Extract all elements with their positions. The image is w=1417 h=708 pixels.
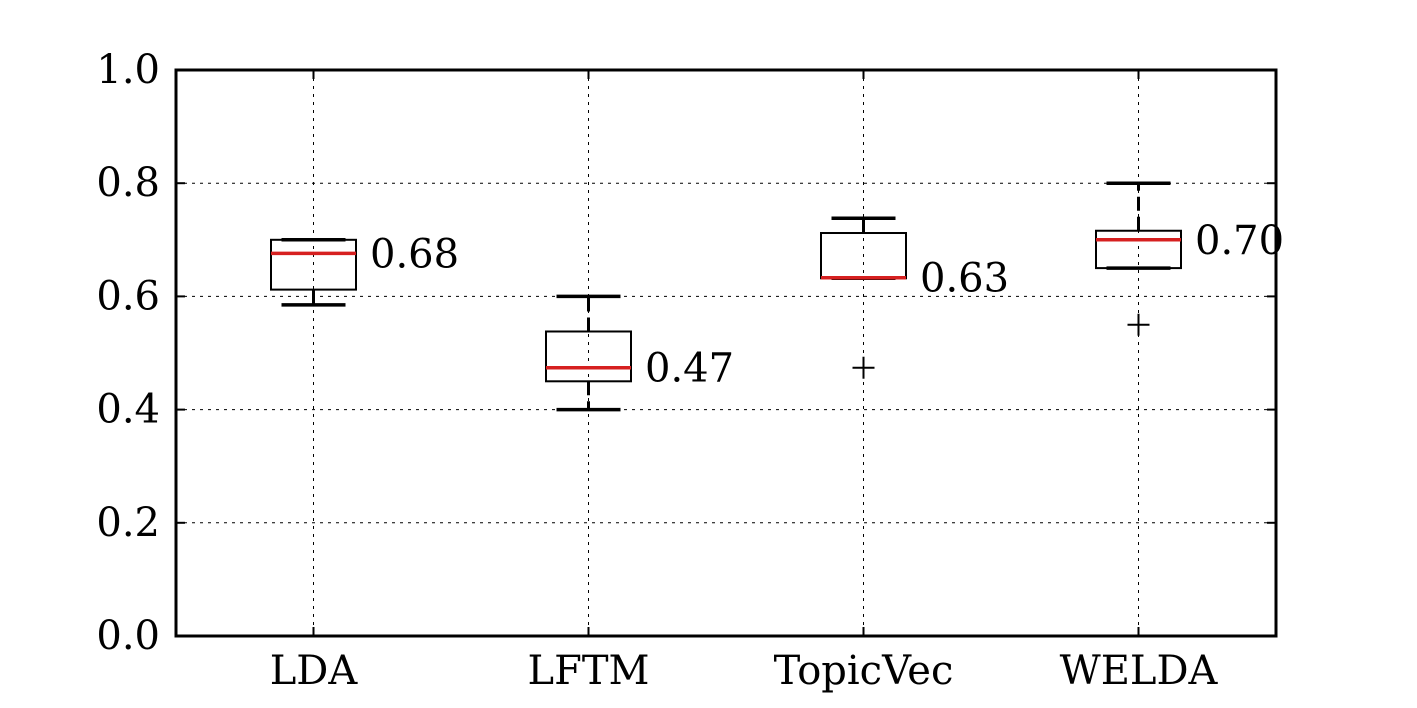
- box-body: [545, 330, 632, 383]
- outlier-marker: [852, 356, 875, 379]
- median-label: 0.70: [1195, 218, 1284, 264]
- box-welda: 0.70: [1095, 181, 1284, 336]
- y-tick-label: 0.8: [96, 160, 160, 206]
- y-tick-label: 1.0: [96, 47, 160, 93]
- x-tick-label: WELDA: [1060, 648, 1219, 694]
- box-lda: 0.68: [270, 231, 459, 307]
- box-body: [270, 238, 357, 291]
- x-tick-label: TopicVec: [774, 648, 954, 694]
- box-lftm: 0.47: [545, 294, 734, 412]
- median-label: 0.63: [920, 256, 1009, 302]
- y-tick-label: 0.6: [96, 273, 160, 319]
- x-tick-label: LDA: [270, 648, 359, 694]
- median-label: 0.47: [645, 346, 734, 392]
- median-label: 0.68: [370, 231, 459, 277]
- axis-ticks: 0.0 0.2 0.4 0.6 0.8 1.0 LDA LFTM TopicVec WELDA: [96, 47, 1276, 694]
- y-tick-label: 0.2: [96, 500, 160, 546]
- plot-frame: [174, 68, 1278, 638]
- boxes: 0.68 0.47 0.63 0.70: [270, 181, 1284, 412]
- outlier-marker: [1127, 313, 1150, 336]
- y-tick-label: 0.4: [96, 387, 160, 433]
- y-tick-label: 0.0: [96, 613, 160, 659]
- x-tick-label: LFTM: [528, 648, 650, 694]
- box-topicvec: 0.63: [820, 216, 1009, 379]
- grid-lines: [176, 70, 1276, 636]
- box-body: [1095, 229, 1182, 270]
